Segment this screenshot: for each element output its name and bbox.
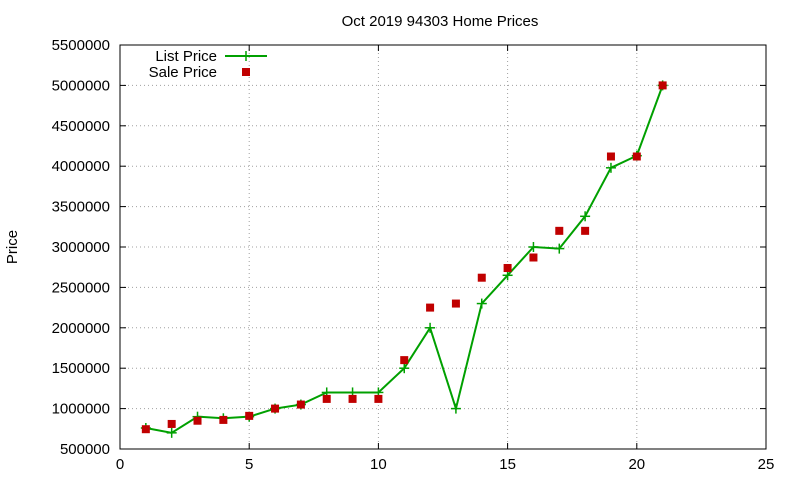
sale-price-legend-marker [242,68,250,76]
sale-price-point [141,425,150,434]
y-tick-label: 4000000 [52,158,110,175]
x-tick-label: 0 [116,456,124,473]
list-price-legend-label: List Price [155,48,217,65]
sale-price-legend-label: Sale Price [149,64,217,81]
sale-price-point [581,226,590,235]
sale-price-point [219,415,228,424]
axis-ticks: 0 5 10 15 20 25 500000 1000000 1500000 2000000 250… [52,37,775,473]
grid-lines [120,45,766,449]
sale-price-point [296,400,305,409]
y-tick-label: 1000000 [52,401,110,418]
sale-price-point [555,226,564,235]
sale-price-point [193,416,202,425]
sale-price-point [271,404,280,413]
x-tick-label: 10 [370,456,387,473]
sale-price-point [451,299,460,308]
sale-price-point [477,273,486,282]
sale-price-point [167,419,176,428]
x-tick-label: 5 [245,456,253,473]
y-tick-label: 5000000 [52,77,110,94]
series-group [140,80,668,438]
chart-title: Oct 2019 94303 Home Prices [342,13,539,30]
list-price-line [145,85,664,434]
sale-price-point [322,394,331,403]
sale-price-point [606,152,615,161]
y-tick-label: 500000 [60,441,110,458]
sale-price-point [426,303,435,312]
sale-price-point [529,253,538,262]
sale-price-point [503,264,512,273]
y-tick-label: 1500000 [52,360,110,377]
sale-price-point [400,356,409,365]
x-tick-label: 20 [628,456,645,473]
sale-price-point [245,411,254,420]
y-axis-label: Price [4,230,21,264]
sale-price-point [374,394,383,403]
x-tick-label: 25 [758,456,775,473]
y-tick-label: 3000000 [52,239,110,256]
y-tick-label: 3500000 [52,199,110,216]
y-tick-label: 4500000 [52,118,110,135]
y-tick-label: 2500000 [52,279,110,296]
list-price-series [140,80,668,438]
sale-price-point [348,394,357,403]
sale-price-point [632,152,641,161]
sale-price-series [141,81,667,434]
x-tick-label: 15 [499,456,516,473]
y-tick-label: 5500000 [52,37,110,54]
y-tick-label: 2000000 [52,320,110,337]
sale-price-point [658,81,667,90]
